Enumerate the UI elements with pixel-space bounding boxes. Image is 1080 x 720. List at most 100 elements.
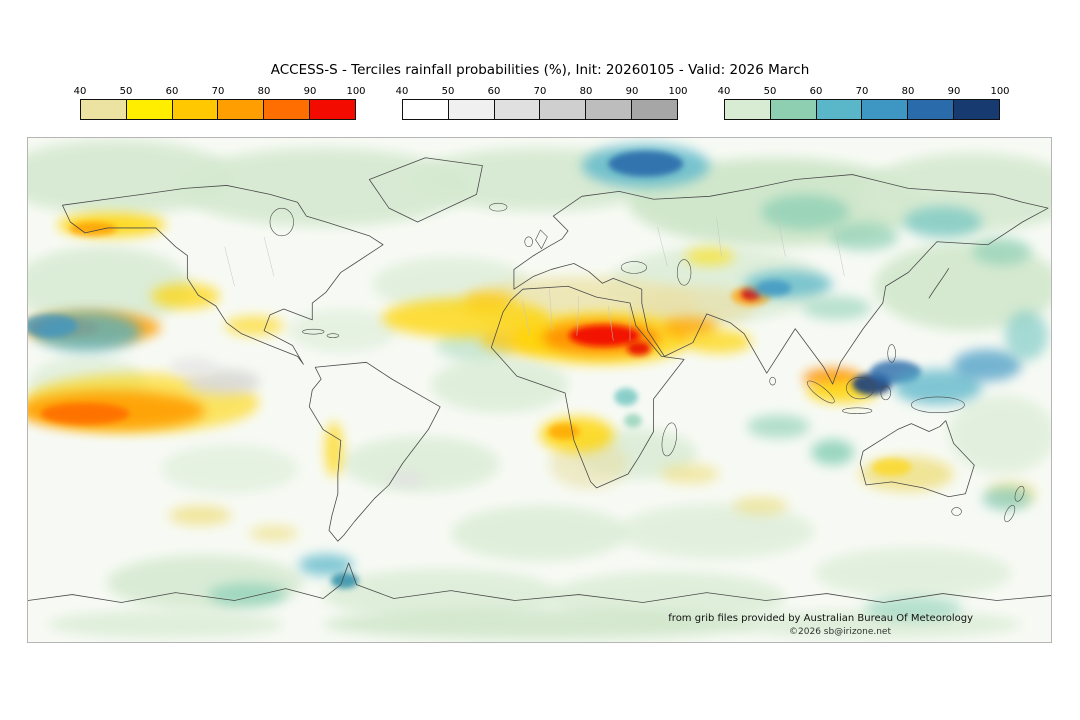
map-region-samerica-tip-teal — [298, 554, 354, 576]
map-region-socean-teal — [864, 596, 963, 621]
color-segment — [862, 100, 909, 119]
tick-label: 100 — [346, 86, 366, 97]
caspian-sea — [676, 259, 692, 286]
map-region-green — [342, 436, 501, 492]
island-britain — [535, 229, 548, 249]
black-sea — [620, 261, 648, 274]
map-region-eindonesia-teal — [893, 369, 983, 405]
color-segment — [172, 100, 219, 119]
island-ireland — [524, 236, 533, 248]
map-region-spacific-yellow1 — [168, 505, 232, 526]
island-sulawesi — [880, 385, 891, 401]
tick-label: 100 — [668, 86, 688, 97]
tick-label: 90 — [625, 86, 639, 97]
tick-label: 80 — [901, 86, 915, 97]
coast-eurasia — [513, 174, 1049, 385]
color-segment — [725, 100, 771, 119]
color-segment — [908, 100, 955, 119]
map-region-wpacific-blue — [952, 349, 1022, 382]
map-region-epacific-orange-s-core — [40, 402, 130, 425]
coast-greenland — [368, 157, 483, 223]
island-new-zealand-south — [1004, 505, 1016, 523]
tick-label: 50 — [763, 86, 777, 97]
color-segment — [310, 100, 355, 119]
island-new-guinea — [911, 396, 965, 414]
coastlines — [28, 157, 1051, 603]
island-sumatra — [807, 380, 835, 404]
color-segment — [954, 100, 999, 119]
colorbar-bar — [80, 99, 356, 120]
colorbar-normal: 40 50 60 70 80 90 100 — [396, 86, 688, 120]
map-region-mexico-yellow — [224, 315, 284, 336]
color-segment — [126, 100, 173, 119]
color-segment — [448, 100, 495, 119]
map-region-green — [726, 610, 1022, 639]
map-region-arabia-yellow — [685, 329, 752, 354]
map-region-china-teal — [802, 296, 871, 320]
color-segment — [770, 100, 817, 119]
island-java — [842, 407, 873, 415]
map-region-green — [947, 394, 1051, 474]
island-iceland — [489, 202, 508, 212]
credit-source: from grib files provided by Australian B… — [668, 613, 973, 624]
page-title: ACCESS-S - Terciles rainfall probabiliti… — [270, 62, 810, 78]
hudson-bay — [269, 207, 294, 237]
map-region-green — [28, 246, 191, 326]
island-philippines — [887, 344, 896, 363]
map-region-green — [814, 547, 1012, 599]
map-region-eafrica-teal1 — [614, 388, 638, 406]
map-region-green — [864, 152, 1051, 232]
coast-antarctica — [28, 562, 1051, 603]
map-region-green — [288, 308, 397, 353]
coast-north-america — [62, 185, 384, 365]
color-segment — [218, 100, 265, 119]
island-new-zealand-north — [1014, 485, 1025, 502]
color-segment — [632, 100, 677, 119]
tick-label: 70 — [533, 86, 547, 97]
map-region-gray-patch3 — [387, 471, 427, 487]
tick-label: 40 — [717, 86, 731, 97]
tick-label: 90 — [303, 86, 317, 97]
map-region-waustralia-teal — [810, 439, 855, 466]
map-region-green — [323, 608, 756, 641]
colorbar-bar — [724, 99, 1000, 120]
tick-label: 40 — [73, 86, 87, 97]
map-region-nz-teal — [982, 486, 1032, 511]
coast-south-america — [308, 361, 441, 542]
map-region-alaska-orange — [69, 222, 117, 236]
colorbar-ticks: 40 50 60 70 80 90 100 — [718, 86, 1010, 99]
tick-label: 80 — [257, 86, 271, 97]
map-region-australia-yellow2 — [871, 458, 912, 476]
credit-copyright: ©2026 sb@irizone.net — [789, 627, 891, 637]
tick-label: 60 — [165, 86, 179, 97]
map-region-neasia-teal2 — [829, 222, 899, 251]
island-cuba — [302, 328, 325, 335]
tick-label: 70 — [211, 86, 225, 97]
color-segment — [494, 100, 541, 119]
map-region-nindia-blue — [755, 280, 792, 297]
probability-shading — [28, 139, 1051, 641]
map-region-uswest-yellow — [150, 283, 220, 309]
color-segment — [816, 100, 863, 119]
colorbar-below-normal: 40 50 60 70 80 90 100 — [74, 86, 366, 120]
map-region-pacific-right-teal — [1004, 310, 1049, 361]
colorbar-ticks: 40 50 60 70 80 90 100 — [74, 86, 366, 99]
map-region-caspian-yellow — [685, 247, 735, 266]
country-borders — [224, 207, 845, 341]
map-region-spacific-teal — [208, 582, 287, 607]
tick-label: 60 — [809, 86, 823, 97]
map-region-sahel-red — [569, 324, 640, 347]
map-region-green — [160, 444, 299, 494]
map-region-green — [431, 357, 570, 413]
map-region-green — [618, 503, 815, 559]
coast-australia — [859, 420, 975, 498]
island-tasmania — [951, 507, 962, 516]
tick-label: 60 — [487, 86, 501, 97]
map-region-green — [323, 568, 560, 621]
map-region-gray-patch2 — [168, 357, 218, 378]
map-region-neasia-teal3 — [903, 206, 983, 238]
map-region-satlantic-orange — [548, 423, 580, 440]
tick-label: 90 — [947, 86, 961, 97]
coast-africa — [490, 285, 685, 489]
tick-label: 100 — [990, 86, 1010, 97]
